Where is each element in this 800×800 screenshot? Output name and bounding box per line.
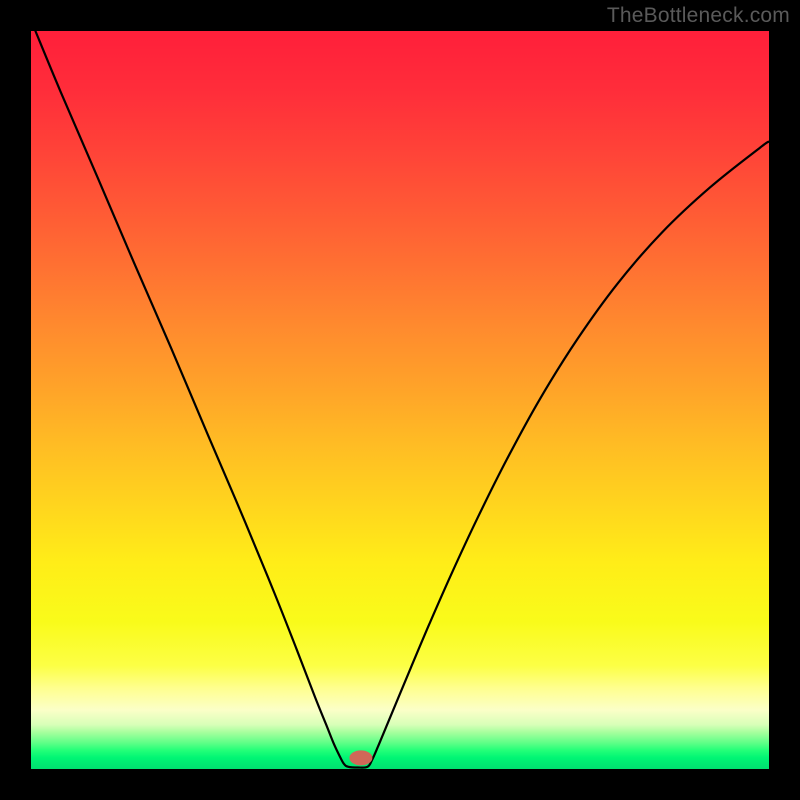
chart-container: TheBottleneck.com: [0, 0, 800, 800]
watermark-text: TheBottleneck.com: [607, 4, 790, 28]
bottleneck-chart: [0, 0, 800, 800]
plot-background: [31, 31, 769, 769]
optimal-point-marker: [350, 751, 372, 765]
